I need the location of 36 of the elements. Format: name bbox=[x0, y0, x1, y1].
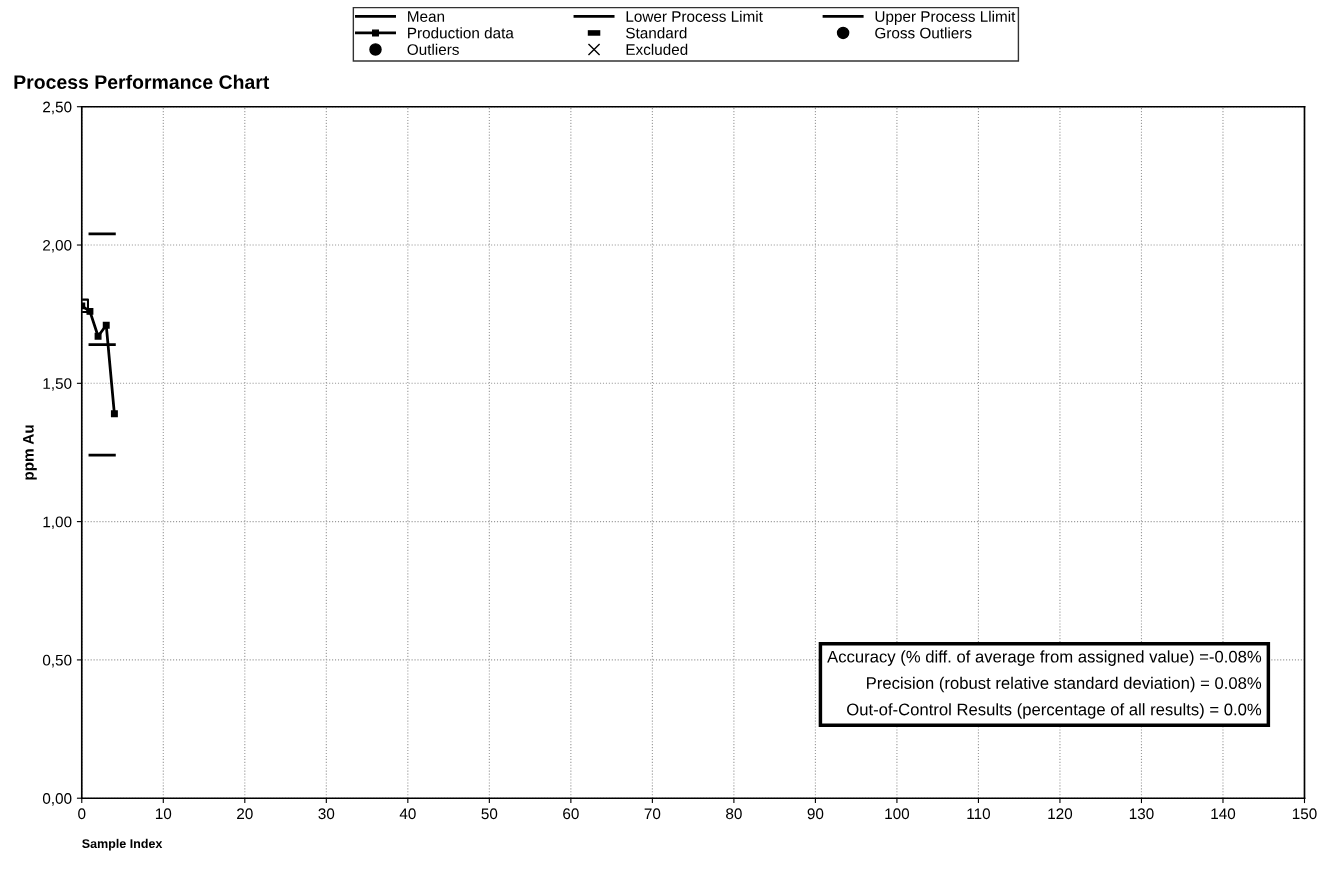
annotation: Precision (robust relative standard deviation) = 0.08% bbox=[867, 676, 1262, 693]
chart-title: Process Performance Chart bbox=[14, 74, 270, 90]
y-tick-label: 0,50 bbox=[42, 654, 72, 668]
y-tick-label: 2,50 bbox=[43, 101, 72, 115]
x-tick-label: 30 bbox=[318, 808, 335, 820]
legend-label: Production data bbox=[408, 27, 514, 39]
x-tick-label: 80 bbox=[726, 808, 742, 820]
x-tick-label: 0 bbox=[78, 808, 86, 820]
x-tick-label: 90 bbox=[807, 808, 824, 820]
y-tick-label: 1,00 bbox=[43, 516, 72, 530]
legend-label: Upper Process Llimit bbox=[875, 10, 1016, 25]
x-tick-label: 150 bbox=[1292, 808, 1317, 820]
x-tick-label: 100 bbox=[885, 808, 910, 820]
x-axis-title: Sample Index bbox=[82, 838, 163, 851]
y-tick-label: 2,00 bbox=[43, 239, 72, 253]
y-axis-title: ppm Au bbox=[23, 425, 37, 480]
legend-label: Outliers bbox=[407, 43, 459, 55]
x-tick-label: 130 bbox=[1129, 808, 1154, 820]
x-tick-label: 20 bbox=[237, 808, 253, 820]
x-tick-label: 110 bbox=[967, 808, 991, 820]
x-tick-label: 60 bbox=[563, 808, 579, 820]
legend-label: Lower Process Limit bbox=[626, 10, 763, 22]
x-tick-label: 140 bbox=[1211, 808, 1236, 820]
legend-label: Gross Outliers bbox=[875, 27, 972, 39]
x-tick-label: 10 bbox=[155, 808, 172, 820]
x-tick-label: 40 bbox=[399, 808, 416, 820]
x-tick-label: 70 bbox=[644, 808, 661, 820]
annotation: Accuracy (% diff. of average from assigned value) =-0.08% bbox=[827, 650, 1262, 666]
legend-label: Standard bbox=[626, 27, 687, 39]
annotation: Out-of-Control Results (percentage of all results) = 0.0% bbox=[847, 703, 1262, 719]
legend-label: Excluded bbox=[626, 43, 688, 55]
legend-label: Mean bbox=[408, 11, 445, 22]
y-tick-label: 0,00 bbox=[42, 793, 72, 806]
x-tick-label: 120 bbox=[1048, 808, 1073, 820]
x-tick-label: 50 bbox=[481, 808, 498, 820]
y-tick-label: 1,50 bbox=[43, 378, 72, 391]
